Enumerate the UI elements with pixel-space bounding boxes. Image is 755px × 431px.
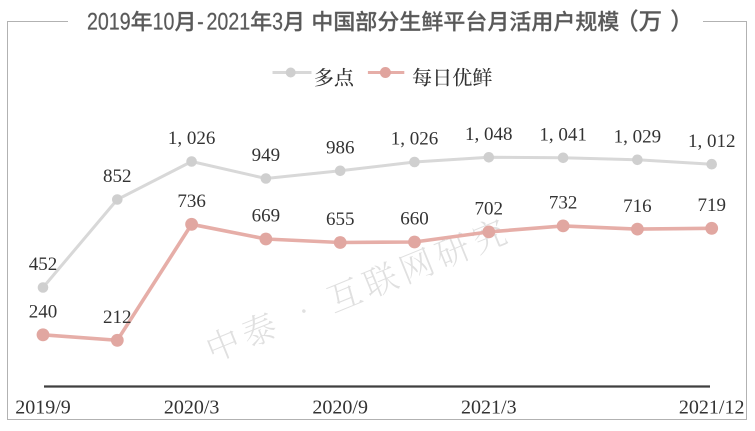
svg-text:2021/12: 2021/12 bbox=[679, 397, 745, 419]
svg-text:702: 702 bbox=[475, 199, 504, 220]
svg-text:212: 212 bbox=[103, 307, 132, 328]
svg-text:452: 452 bbox=[29, 254, 58, 275]
svg-text:716: 716 bbox=[623, 196, 652, 217]
svg-text:660: 660 bbox=[400, 209, 429, 230]
svg-text:655: 655 bbox=[326, 209, 355, 230]
svg-text:986: 986 bbox=[326, 138, 355, 159]
svg-text:2019/9: 2019/9 bbox=[15, 397, 71, 419]
svg-text:2020/3: 2020/3 bbox=[164, 397, 220, 419]
svg-text:1, 048: 1, 048 bbox=[465, 124, 513, 145]
svg-text:949: 949 bbox=[252, 145, 281, 166]
svg-text:2021/3: 2021/3 bbox=[461, 397, 517, 419]
svg-text:1, 026: 1, 026 bbox=[391, 129, 439, 150]
svg-text:852: 852 bbox=[103, 166, 132, 187]
svg-text:1, 029: 1, 029 bbox=[614, 127, 662, 148]
svg-text:1, 026: 1, 026 bbox=[168, 128, 216, 149]
svg-text:736: 736 bbox=[177, 191, 206, 212]
svg-text:2020/9: 2020/9 bbox=[312, 397, 368, 419]
svg-text:1, 041: 1, 041 bbox=[539, 125, 587, 146]
svg-text:669: 669 bbox=[252, 206, 281, 227]
svg-text:240: 240 bbox=[29, 302, 58, 323]
svg-text:719: 719 bbox=[697, 195, 726, 216]
svg-text:1, 012: 1, 012 bbox=[688, 131, 736, 152]
svg-text:732: 732 bbox=[549, 193, 578, 214]
